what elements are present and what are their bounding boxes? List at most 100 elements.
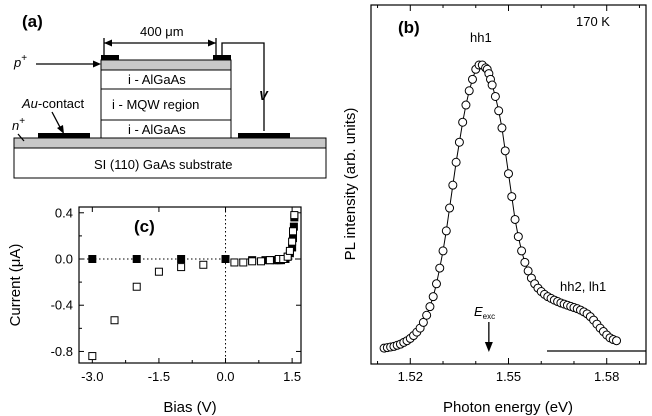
n-plus-layer <box>13 137 327 149</box>
spectrum-point <box>458 117 468 127</box>
spectrum-point <box>454 137 464 147</box>
spectrum-point <box>513 232 523 242</box>
panel-b-plot-frame <box>370 4 647 365</box>
open-square-point <box>110 316 119 325</box>
x-tick-label: -3.0 <box>81 369 103 384</box>
spectrum-point <box>497 123 507 133</box>
filled-square-point <box>221 255 230 263</box>
n-plus-label: n+ <box>12 116 25 133</box>
panel-c: (c) -3.0 -1.5 0.0 1.5 0.4 0.0 -0.4 -0.8 Bias (V… <box>7 205 302 416</box>
spectrum-point <box>422 310 432 320</box>
spectrum-point <box>435 263 445 273</box>
panel-b-axes: 1.52 1.55 1.58 <box>377 5 640 384</box>
open-square-point <box>288 237 297 246</box>
bottom-contact-right <box>238 133 290 138</box>
open-square-point <box>248 257 257 266</box>
spectrum-point <box>504 169 513 179</box>
p-plus-layer <box>100 59 232 71</box>
top-contact-right <box>213 55 231 60</box>
p-plus-pointer-head <box>93 60 101 68</box>
temperature-label: 170 K <box>576 14 610 29</box>
mqw-label: i - MQW region <box>112 97 199 112</box>
n-plus-pointer <box>17 133 25 142</box>
open-square-point <box>290 211 299 220</box>
spectrum-point <box>500 146 510 156</box>
spectrum-point <box>487 80 497 90</box>
spectrum-point <box>507 192 517 202</box>
spectrum-point <box>612 336 622 346</box>
open-square-point <box>88 352 97 361</box>
mqw-layer <box>100 88 232 121</box>
spectrum-point <box>448 180 458 190</box>
spectrum-point <box>425 302 435 312</box>
spectrum-point <box>461 100 471 110</box>
x-tick-label: 1.58 <box>594 369 619 384</box>
spectrum-point <box>464 86 474 96</box>
substrate-layer <box>13 147 327 179</box>
x-tick-label: -1.5 <box>148 369 170 384</box>
side-peak-label: hh2, lh1 <box>560 279 606 294</box>
bottom-algaas-label: i - AlGaAs <box>128 122 186 137</box>
open-square-point <box>230 258 239 267</box>
spectrum-point <box>494 106 504 116</box>
panel-c-axes: -3.0 -1.5 0.0 1.5 0.4 0.0 -0.4 -0.8 <box>51 205 302 384</box>
x-tick-label: 1.55 <box>496 369 521 384</box>
spectrum-point <box>451 157 461 167</box>
p-plus-label: p+ <box>13 53 27 70</box>
open-square-point <box>177 263 186 272</box>
voltage-label: V <box>259 88 269 103</box>
spectrum-point <box>438 246 448 256</box>
spectrum-point <box>520 257 530 267</box>
panel-b-ylabel: PL intensity (arb. units) <box>342 108 359 261</box>
excitation-label: Eexc <box>474 304 495 321</box>
open-square-point <box>154 267 163 276</box>
panel-c-xlabel: Bias (V) <box>163 399 216 416</box>
filled-square-point <box>177 255 186 263</box>
x-tick-label: 1.5 <box>283 369 301 384</box>
au-contact-pointer-head <box>57 125 64 134</box>
filled-square-point <box>88 255 97 263</box>
spectrum-point <box>490 91 500 101</box>
spectrum-point <box>445 203 455 213</box>
bottom-contact-left <box>38 133 90 138</box>
spectrum-point <box>510 214 520 224</box>
open-square-point <box>199 260 208 269</box>
filled-square-point <box>132 255 141 263</box>
width-label: 400 μm <box>140 24 184 39</box>
excitation-arrow-head <box>484 342 493 352</box>
x-tick-label: 1.52 <box>398 369 423 384</box>
spectrum-point <box>431 279 441 289</box>
y-tick-label: -0.4 <box>51 298 73 313</box>
substrate-label: SI (110) GaAs substrate <box>94 157 233 172</box>
width-arrow-right-head <box>208 39 216 47</box>
spectrum-point <box>523 266 533 276</box>
panel-c-plot-frame <box>78 206 302 364</box>
panel-a-label: (a) <box>22 12 43 31</box>
peak-label: hh1 <box>470 30 492 45</box>
voltage-wire <box>221 42 265 131</box>
panel-b-xlabel: Photon energy (eV) <box>443 399 573 416</box>
top-contact-left <box>101 55 119 60</box>
panel-b-label: (b) <box>398 18 420 37</box>
panel-a: (a) 400 μm SI (110) GaAs substrate i - A… <box>12 12 327 179</box>
x-tick-label: 0.0 <box>216 369 234 384</box>
open-square-point <box>239 258 248 267</box>
panel-c-label: (c) <box>134 217 155 236</box>
panel-c-data <box>88 211 299 361</box>
open-square-point <box>132 282 141 291</box>
open-square-point <box>257 257 266 266</box>
y-tick-label: 0.0 <box>55 252 73 267</box>
open-square-point <box>285 246 294 255</box>
y-tick-label: -0.8 <box>51 344 73 359</box>
panel-c-ylabel: Current (μA) <box>7 244 24 327</box>
spectrum-point <box>418 317 428 327</box>
spectrum-point <box>441 226 451 236</box>
top-algaas-label: i - AlGaAs <box>128 72 186 87</box>
spectrum-point <box>517 246 527 256</box>
spectrum-point <box>467 74 477 84</box>
y-tick-label: 0.4 <box>55 205 73 220</box>
au-contact-label: Au-contact <box>21 96 85 111</box>
spectrum-point <box>428 292 438 302</box>
panel-b-data <box>379 60 622 353</box>
